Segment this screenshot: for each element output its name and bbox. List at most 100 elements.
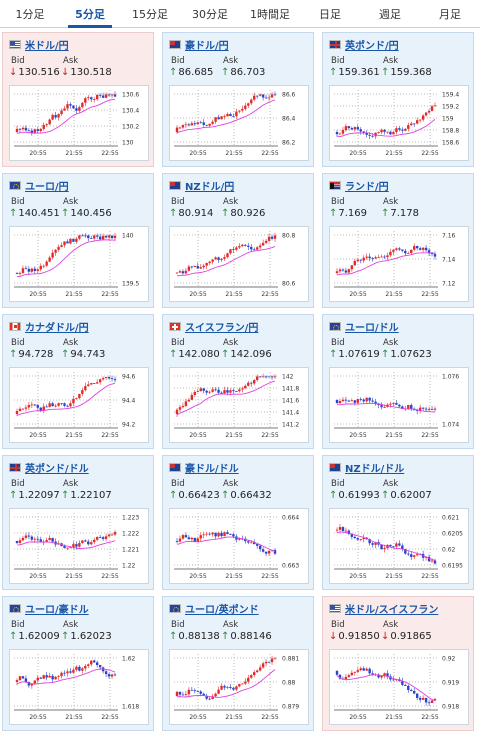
pair-card[interactable]: ユーロ/豪ドル Bid Ask ↑1.62009 ↑1.62023 1.62 1.618 20… [2, 596, 154, 731]
pair-card[interactable]: ユーロ/英ポンド Bid Ask ↑0.88138 ↑0.88146 0.881 0.88 0… [162, 596, 314, 731]
pair-card[interactable]: ランド/円 Bid Ask ↑7.169 ↑7.178 7.16 7.14 7.12 20:55… [322, 173, 474, 308]
pair-name[interactable]: スイスフラン/円 [185, 323, 259, 334]
pair-name[interactable]: ランド/円 [345, 182, 389, 193]
pair-card[interactable]: カナダドル/円 Bid Ask ↑94.728 ↑94.743 94.6 94.4 94.2 2… [2, 314, 154, 449]
pair-card[interactable]: ユーロ/円 Bid Ask ↑140.451 ↑140.456 140 139.5 20:55… [2, 173, 154, 308]
pair-title[interactable]: ユーロ/豪ドル [9, 602, 89, 616]
pair-name[interactable]: 豪ドル/ドル [185, 464, 239, 475]
candle-body [104, 536, 108, 539]
pair-name[interactable]: ユーロ/ドル [345, 323, 399, 334]
up-arrow-icon: ↑ [9, 490, 18, 501]
pair-name[interactable]: NZドル/ドル [345, 464, 405, 475]
pair-title[interactable]: 米ドル/円 [9, 38, 69, 52]
pair-title[interactable]: NZドル/ドル [329, 461, 405, 475]
tab-4[interactable]: 1時間足 [250, 7, 290, 21]
candle-body [69, 547, 72, 549]
pair-name[interactable]: ユーロ/豪ドル [25, 605, 89, 616]
mini-candle-chart[interactable]: 142 141.8 141.6 141.4 141.2 20:55 21:55 22:55 [169, 367, 309, 443]
candle-body [208, 391, 211, 393]
candle-body [433, 699, 437, 701]
timeframe-tabs: 1分足 5分足 15分足 30分足 1時間足 日足 週足 月足 [0, 0, 480, 28]
mini-candle-chart[interactable]: 0.881 0.88 0.879 20:55 21:55 22:55 [169, 649, 309, 725]
mini-candle-chart[interactable]: 80.8 80.6 20:55 21:55 22:55 [169, 226, 309, 302]
pair-title[interactable]: 英ポンド/ドル [9, 461, 89, 475]
pair-card[interactable]: 英ポンド/ドル Bid Ask ↑1.22097 ↑1.22107 1.223 1.222 1… [2, 455, 154, 590]
pair-card[interactable]: 英ポンド/円 Bid Ask ↑159.361 ↑159.368 159.4 159.2 15… [322, 32, 474, 167]
pair-card[interactable]: 豪ドル/ドル Bid Ask ↑0.66423 ↑0.66432 0.664 0.663 20… [162, 455, 314, 590]
pair-name[interactable]: 米ドル/円 [25, 41, 69, 52]
mini-candle-chart[interactable]: 0.92 0.919 0.918 20:55 21:55 22:55 [329, 649, 469, 725]
pair-title[interactable]: カナダドル/円 [9, 320, 89, 334]
pair-name[interactable]: 豪ドル/円 [185, 41, 229, 52]
pair-title[interactable]: スイスフラン/円 [169, 320, 259, 334]
candle-body [392, 249, 395, 252]
candle-body [113, 674, 117, 676]
mini-candle-chart[interactable]: 1.62 1.618 20:55 21:55 22:55 [9, 649, 149, 725]
moving-average-line [336, 674, 436, 702]
pair-title[interactable]: ユーロ/英ポンド [169, 602, 259, 616]
pair-title[interactable]: ユーロ/ドル [329, 320, 399, 334]
tab-2[interactable]: 15分足 [132, 7, 168, 21]
tab-0[interactable]: 1分足 [15, 7, 45, 21]
pair-name[interactable]: 英ポンド/ドル [25, 464, 89, 475]
pair-name[interactable]: 米ドル/スイスフラン [345, 605, 439, 616]
pair-title[interactable]: NZドル/円 [169, 179, 235, 193]
tab-7[interactable]: 月足 [439, 7, 461, 21]
mini-candle-chart[interactable]: 94.6 94.4 94.2 20:55 21:55 22:55 [9, 367, 149, 443]
pair-title[interactable]: ランド/円 [329, 179, 389, 193]
mini-candle-chart[interactable]: 140 139.5 20:55 21:55 22:55 [9, 226, 149, 302]
pair-card[interactable]: NZドル/ドル Bid Ask ↑0.61993 ↑0.62007 0.621 0.6205… [322, 455, 474, 590]
bid-value: ↑159.361 [329, 67, 380, 78]
candle-body [247, 541, 250, 543]
candle-body [211, 696, 214, 699]
candle-body [205, 263, 208, 266]
candle-body [335, 529, 339, 531]
down-arrow-icon: ↓ [9, 67, 18, 78]
mini-candle-chart[interactable]: 7.16 7.14 7.12 20:55 21:55 22:55 [329, 226, 469, 302]
candle-body [63, 108, 66, 111]
pair-card[interactable]: 米ドル/スイスフラン Bid Ask ↓0.91850 ↓0.91865 0.92 0.91… [322, 596, 474, 731]
candle-body [270, 236, 274, 239]
pair-name[interactable]: ユーロ/英ポンド [185, 605, 259, 616]
x-tick-label: 20:55 [349, 714, 366, 721]
pair-card[interactable]: 米ドル/円 Bid Ask ↓130.516 ↓130.518 130.6 130.4 130… [2, 32, 154, 167]
chart-svg: 159.4 159.2 159 158.8 158.6 20:55 21:55 22:55 [334, 90, 459, 157]
chart-svg: 140 139.5 20:55 21:55 22:55 [14, 231, 139, 298]
candle-body [389, 544, 392, 547]
pair-title[interactable]: 英ポンド/円 [329, 38, 399, 52]
pair-name[interactable]: カナダドル/円 [25, 323, 89, 334]
tab-3[interactable]: 30分足 [192, 7, 228, 21]
candle-body [371, 258, 374, 259]
pair-card[interactable]: スイスフラン/円 Bid Ask ↑142.080 ↑142.096 142 141.8 14… [162, 314, 314, 449]
tab-5[interactable]: 日足 [319, 7, 341, 21]
tab-1[interactable]: 5分足 [60, 0, 120, 28]
candle-body [258, 667, 262, 671]
pair-title[interactable]: ユーロ/円 [9, 179, 69, 193]
x-tick-label: 21:55 [225, 573, 242, 580]
pair-title[interactable]: 豪ドル/円 [169, 38, 229, 52]
mini-candle-chart[interactable]: 86.6 86.4 86.2 20:55 21:55 22:55 [169, 85, 309, 161]
tab-6[interactable]: 週足 [379, 7, 401, 21]
mini-candle-chart[interactable]: 0.664 0.663 20:55 21:55 22:55 [169, 508, 309, 584]
pair-title[interactable]: 豪ドル/ドル [169, 461, 239, 475]
candle-body [15, 273, 19, 274]
pair-name[interactable]: ユーロ/円 [25, 182, 69, 193]
pair-card[interactable]: 豪ドル/円 Bid Ask ↑86.685 ↑86.703 86.6 86.4 86.2 20:… [162, 32, 314, 167]
pair-title[interactable]: 米ドル/スイスフラン [329, 602, 439, 616]
mini-candle-chart[interactable]: 0.621 0.6205 0.62 0.6195 20:55 21:55 22:55 [329, 508, 469, 584]
pair-card[interactable]: ユーロ/ドル Bid Ask ↑1.07619 ↑1.07623 1.076 1.074 20… [322, 314, 474, 449]
mini-candle-chart[interactable]: 159.4 159.2 159 158.8 158.6 20:55 21:55 22:55 [329, 85, 469, 161]
pair-name[interactable]: 英ポンド/円 [345, 41, 399, 52]
candle-body [104, 235, 108, 238]
mini-candle-chart[interactable]: 1.076 1.074 20:55 21:55 22:55 [329, 367, 469, 443]
candle-body [226, 532, 229, 535]
x-tick-label: 21:55 [65, 432, 82, 439]
mini-candle-chart[interactable]: 130.6 130.4 130.2 130 20:55 21:55 22:55 [9, 85, 149, 161]
candle-body [95, 662, 99, 666]
candle-body [63, 403, 66, 406]
candle-body [386, 131, 389, 133]
mini-candle-chart[interactable]: 1.223 1.222 1.221 1.22 20:55 21:55 22:55 [9, 508, 149, 584]
pair-name[interactable]: NZドル/円 [185, 182, 235, 193]
candle-body [193, 690, 197, 692]
pair-card[interactable]: NZドル/円 Bid Ask ↑80.914 ↑80.926 80.8 80.6 20:55 2… [162, 173, 314, 308]
